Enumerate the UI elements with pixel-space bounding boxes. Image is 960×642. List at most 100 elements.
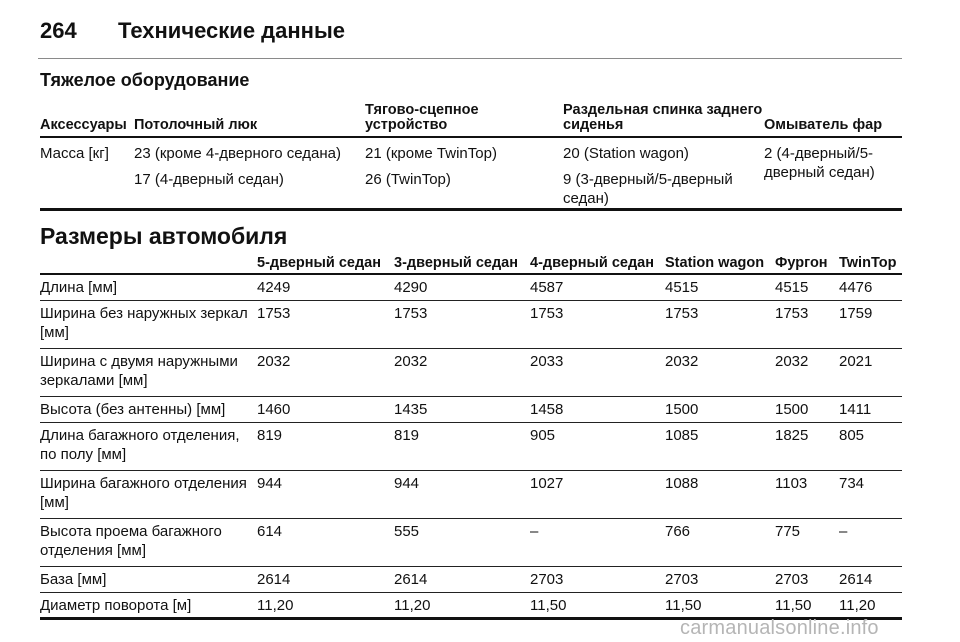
- equipment-table: Аксессуары Потолочный люк Тягово-сцепное…: [40, 100, 902, 211]
- table-cell: 21 (кроме TwinTop) 26 (TwinTop): [365, 137, 563, 211]
- table-cell: 1088: [665, 470, 775, 519]
- page-header: 264 Технические данные: [38, 14, 902, 59]
- table-cell: 1411: [839, 396, 902, 423]
- table-cell: 1027: [530, 470, 665, 519]
- table-cell: 1753: [530, 300, 665, 349]
- table-cell: 775: [775, 518, 839, 567]
- dimensions-header-row: 5-дверный седан 3-дверный седан 4-дверны…: [40, 254, 902, 275]
- table-cell: 1500: [665, 396, 775, 423]
- column-header: 4-дверный седан: [530, 254, 665, 275]
- column-header: Фургон: [775, 254, 839, 275]
- table-cell: 2614: [839, 566, 902, 593]
- table-cell: 1759: [839, 300, 902, 349]
- table-cell: 1753: [394, 300, 530, 349]
- cell-line: 2 (4-дверный/5-дверный седан): [764, 145, 875, 181]
- column-header: Station wagon: [665, 254, 775, 275]
- cell-line: 21 (кроме TwinTop): [365, 145, 497, 162]
- equipment-section-title: Тяжелое оборудование: [40, 70, 250, 90]
- table-cell: 819: [257, 422, 394, 471]
- table-cell: 2703: [665, 566, 775, 593]
- table-cell: 2703: [530, 566, 665, 593]
- table-row: Длина [мм] 4249 4290 4587 4515 4515 4476: [40, 274, 902, 301]
- row-label: Диаметр поворота [м]: [40, 592, 257, 620]
- column-header: Тягово-сцепное устройство: [365, 100, 563, 138]
- equipment-header-row: Аксессуары Потолочный люк Тягово-сцепное…: [40, 100, 902, 138]
- table-cell: 944: [394, 470, 530, 519]
- table-cell: 11,20: [257, 592, 394, 620]
- cell-line: 17 (4-дверный седан): [134, 171, 284, 188]
- table-cell: 905: [530, 422, 665, 471]
- table-cell: 2033: [530, 348, 665, 397]
- table-cell: 2032: [665, 348, 775, 397]
- dimensions-section-title: Размеры автомобиля: [40, 223, 288, 249]
- table-cell: 1460: [257, 396, 394, 423]
- table-cell: 2614: [257, 566, 394, 593]
- cell-line: 23 (кроме 4-дверного седана): [134, 145, 341, 162]
- column-header: [40, 254, 257, 275]
- table-cell: 2032: [257, 348, 394, 397]
- row-label: Ширина с двумя наружными зеркалами [мм]: [40, 348, 257, 397]
- column-header: 3-дверный седан: [394, 254, 530, 275]
- table-row: Масса [кг] 23 (кроме 4-дверного седана) …: [40, 137, 902, 211]
- cell-line: 26 (TwinTop): [365, 171, 451, 188]
- table-cell: 2032: [394, 348, 530, 397]
- table-cell: –: [839, 518, 902, 567]
- table-cell: 1753: [775, 300, 839, 349]
- table-cell: 2614: [394, 566, 530, 593]
- row-label: Длина багажного отделения, по полу [мм]: [40, 422, 257, 471]
- table-cell: 2032: [775, 348, 839, 397]
- dimensions-table: 5-дверный седан 3-дверный седан 4-дверны…: [40, 254, 902, 620]
- table-cell: 2703: [775, 566, 839, 593]
- table-row: База [мм] 2614 2614 2703 2703 2703 2614: [40, 566, 902, 593]
- row-label: Ширина без наружных зеркал [мм]: [40, 300, 257, 349]
- table-cell: 819: [394, 422, 530, 471]
- column-header: Аксессуары: [40, 100, 134, 138]
- cell-line: 9 (3-дверный/5-дверный седан): [563, 171, 733, 207]
- table-cell: 4515: [775, 274, 839, 301]
- table-cell: 4476: [839, 274, 902, 301]
- page-number: 264: [40, 18, 77, 43]
- table-cell: 2 (4-дверный/5-дверный седан): [764, 137, 902, 211]
- table-row: Ширина без наружных зеркал [мм] 1753 175…: [40, 300, 902, 349]
- table-cell: 1458: [530, 396, 665, 423]
- column-header: 5-дверный седан: [257, 254, 394, 275]
- table-row: Длина багажного отделения, по полу [мм] …: [40, 422, 902, 471]
- column-header: Омыватель фар: [764, 100, 902, 138]
- table-cell: 11,50: [665, 592, 775, 620]
- table-cell: 1500: [775, 396, 839, 423]
- watermark: carmanualsonline.info: [680, 617, 879, 639]
- column-header: TwinTop: [839, 254, 902, 275]
- row-label: Высота (без антенны) [мм]: [40, 396, 257, 423]
- table-cell: 4249: [257, 274, 394, 301]
- row-label: Высота проема багажного отделения [мм]: [40, 518, 257, 567]
- table-cell: 766: [665, 518, 775, 567]
- table-cell: 2021: [839, 348, 902, 397]
- table-cell: 11,50: [530, 592, 665, 620]
- table-cell: 1825: [775, 422, 839, 471]
- table-cell: 944: [257, 470, 394, 519]
- table-cell: 1085: [665, 422, 775, 471]
- table-row: Ширина с двумя наружными зеркалами [мм] …: [40, 348, 902, 397]
- table-cell: 805: [839, 422, 902, 471]
- table-cell: 1435: [394, 396, 530, 423]
- table-cell: 4290: [394, 274, 530, 301]
- table-cell: 11,20: [839, 592, 902, 620]
- table-row: Ширина багажного отделения [мм] 944 944 …: [40, 470, 902, 519]
- column-header: Потолочный люк: [134, 100, 365, 138]
- table-cell: –: [530, 518, 665, 567]
- table-cell: 4515: [665, 274, 775, 301]
- table-cell: 734: [839, 470, 902, 519]
- table-cell: 614: [257, 518, 394, 567]
- table-cell: 555: [394, 518, 530, 567]
- table-row: Диаметр поворота [м] 11,20 11,20 11,50 1…: [40, 592, 902, 620]
- cell-line: 20 (Station wagon): [563, 145, 689, 162]
- table-cell: 4587: [530, 274, 665, 301]
- table-cell: 23 (кроме 4-дверного седана) 17 (4-дверн…: [134, 137, 365, 211]
- table-cell: 11,50: [775, 592, 839, 620]
- table-row: Высота (без антенны) [мм] 1460 1435 1458…: [40, 396, 902, 423]
- table-cell: 20 (Station wagon) 9 (3-дверный/5-дверны…: [563, 137, 764, 211]
- row-label: Масса [кг]: [40, 137, 134, 211]
- column-header: Раздельная спинка заднего сиденья: [563, 100, 764, 138]
- table-cell: 1103: [775, 470, 839, 519]
- table-cell: 1753: [257, 300, 394, 349]
